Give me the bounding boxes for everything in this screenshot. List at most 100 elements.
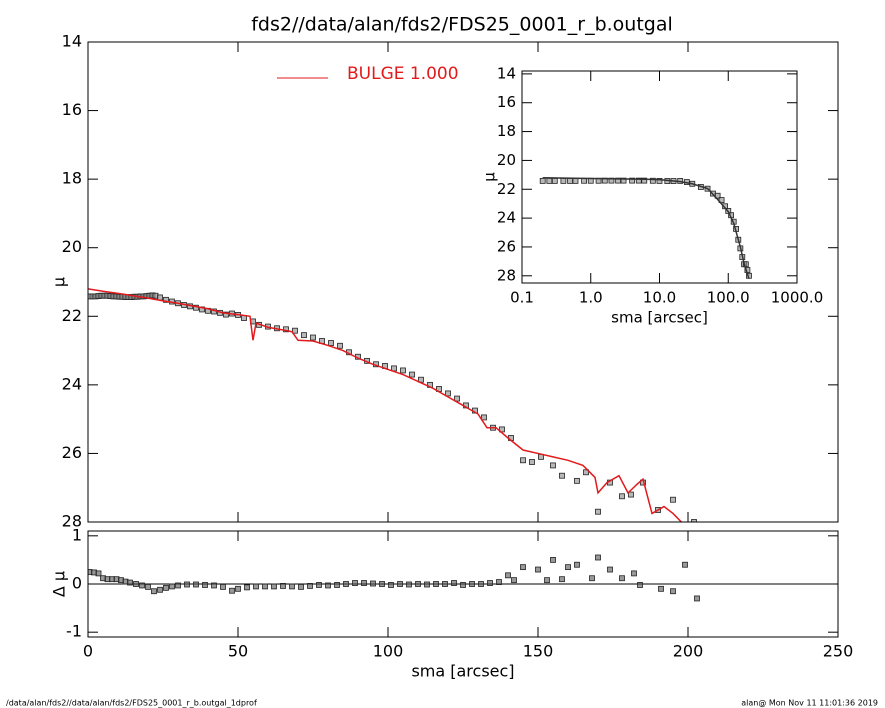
data-point — [454, 395, 460, 402]
data-point — [301, 332, 307, 339]
data-point — [658, 585, 664, 592]
data-point — [415, 581, 421, 587]
y-tick-label: 22 — [62, 306, 82, 325]
data-point — [572, 177, 579, 184]
data-point — [546, 177, 553, 184]
x-tick-label: 200 — [673, 642, 704, 661]
data-point — [595, 554, 601, 561]
data-point — [127, 579, 133, 586]
data-point — [595, 508, 601, 515]
data-point — [682, 561, 688, 568]
y-tick-label: -1 — [66, 622, 82, 641]
data-point — [352, 580, 358, 586]
data-point — [529, 459, 535, 465]
data-point — [193, 581, 199, 588]
data-point — [163, 296, 169, 303]
chart-title: fds2//data/alan/fds2/FDS25_0001_r_b.outg… — [251, 14, 673, 36]
y-tick-label: 14 — [62, 32, 82, 51]
data-point — [409, 371, 415, 378]
model-line — [88, 288, 683, 522]
data-point — [649, 177, 656, 184]
data-point — [574, 477, 580, 484]
data-point — [631, 570, 637, 577]
y-tick-label: 16 — [62, 100, 82, 119]
data-point — [202, 582, 208, 588]
y-tick-label: 28 — [497, 266, 516, 284]
data-point — [325, 582, 331, 589]
data-point — [151, 588, 157, 595]
data-point — [145, 583, 151, 590]
data-point — [307, 583, 313, 589]
plot-frame — [87, 530, 839, 638]
data-point — [343, 581, 349, 587]
data-point — [253, 583, 259, 590]
data-point — [220, 583, 226, 590]
data-point — [691, 519, 697, 522]
data-point — [283, 326, 289, 333]
data-point — [694, 595, 700, 602]
data-point — [656, 177, 663, 184]
data-point — [337, 342, 343, 349]
data-point — [379, 581, 385, 587]
y-tick-label: 20 — [497, 151, 516, 169]
data-point — [559, 472, 565, 479]
data-point — [520, 457, 526, 464]
data-point — [619, 493, 625, 500]
x-tick-label: 1.0 — [579, 289, 603, 307]
y-tick-label: 22 — [497, 180, 516, 198]
x-tick-label: 100.0 — [707, 289, 750, 307]
data-point — [535, 566, 541, 573]
x-tick-label: 0.1 — [510, 289, 534, 307]
y-tick-label: 20 — [62, 237, 82, 256]
x-tick-label: 250 — [823, 642, 854, 661]
x-tick-label: 0 — [83, 642, 93, 661]
data-point — [169, 583, 175, 590]
data-point — [460, 582, 466, 588]
data-point — [559, 576, 565, 583]
footer-left: /data/alan/fds2//data/alan/fds2/FDS25_00… — [6, 699, 257, 708]
data-point — [328, 340, 334, 346]
data-point — [442, 581, 448, 587]
data-point — [511, 577, 517, 584]
y-tick-label: 14 — [497, 64, 516, 82]
y-axis-label: μ — [50, 277, 69, 287]
data-point — [629, 177, 636, 184]
data-point — [670, 496, 676, 503]
data-point — [133, 581, 139, 587]
data-point — [505, 572, 511, 579]
data-point — [445, 390, 451, 397]
data-point — [163, 584, 169, 591]
data-point — [95, 570, 102, 577]
data-point — [469, 581, 475, 587]
data-point — [271, 583, 277, 590]
data-point — [292, 327, 298, 334]
data-point — [175, 582, 181, 589]
data-point — [406, 581, 412, 588]
data-point — [184, 581, 190, 588]
data-point — [550, 462, 556, 469]
data-point — [544, 577, 550, 584]
data-point — [334, 582, 340, 588]
data-point — [211, 582, 217, 589]
data-point — [223, 311, 229, 318]
data-point — [496, 579, 502, 585]
x-tick-label: 50 — [228, 642, 248, 661]
x-tick-label: 1000.0 — [771, 289, 824, 307]
data-point — [139, 582, 145, 589]
data-point — [157, 294, 163, 301]
y-tick-label: 0 — [72, 574, 82, 593]
data-point — [298, 583, 304, 590]
data-point — [670, 588, 676, 595]
data-point — [635, 177, 642, 184]
data-point — [637, 582, 643, 588]
data-point — [229, 587, 235, 594]
plot-frame — [87, 41, 839, 523]
x-tick-label: 10.0 — [643, 289, 676, 307]
x-tick-label: 100 — [373, 642, 404, 661]
data-point — [478, 581, 484, 587]
data-point — [397, 581, 403, 587]
data-point — [280, 583, 286, 589]
data-point — [583, 469, 589, 476]
